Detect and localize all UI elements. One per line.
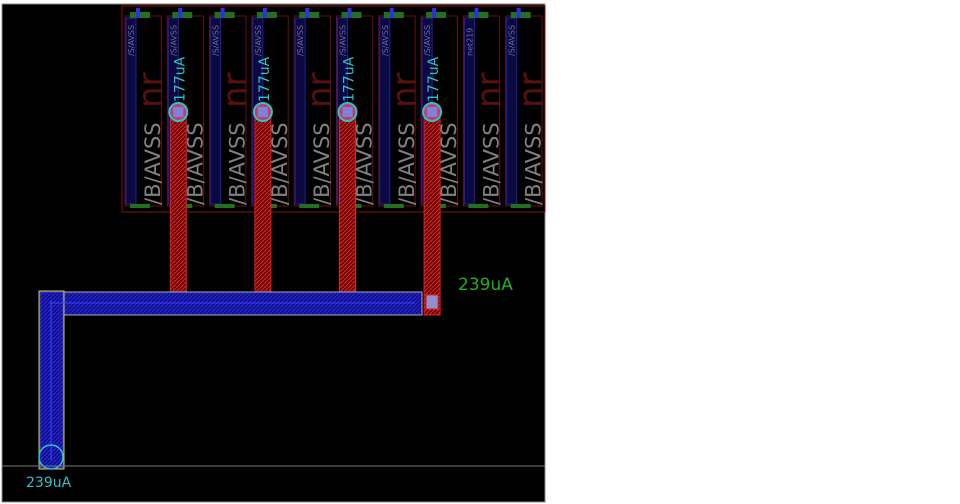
current-label: 177uA (257, 56, 273, 102)
pin-current-label: 239uA (26, 475, 72, 491)
device-column[interactable]: /S/AVSS/B/AVSS nr (293, 8, 340, 208)
via-top (389, 8, 394, 18)
pin-marker[interactable] (38, 444, 64, 470)
device-column[interactable]: /S/AVSS/B/AVSS nr (505, 8, 552, 208)
net-label: /B/AVSS (310, 122, 334, 205)
net-label: /B/AVSS (522, 122, 546, 205)
current-label: 177uA (342, 56, 358, 102)
pin-label: /S/AVSS (339, 25, 348, 56)
via-top (305, 8, 310, 18)
via-top (178, 8, 183, 18)
net-label: /B/AVSS (268, 122, 292, 205)
device-prefix: nr (385, 72, 425, 108)
device-column[interactable]: /S/AVSS/B/AVSS nr (209, 8, 256, 208)
bus-via (425, 294, 439, 310)
bus-current-label: 239uA (458, 275, 513, 295)
array-boundary (121, 5, 546, 213)
metal-strap[interactable]: 177uA (168, 56, 189, 316)
via-top (347, 8, 352, 18)
net-label: /B/AVSS (395, 122, 419, 205)
current-label: 177uA (426, 56, 442, 102)
pin-label: /S/AVSS (423, 25, 432, 56)
via-top (220, 8, 225, 18)
gate-contact-bottom (383, 204, 404, 208)
metal-straps: 177uA 177uA 177uA 177uA (168, 56, 443, 316)
layout-viewport (1, 3, 546, 503)
via-top (432, 8, 437, 18)
pin-label: /S/AVSS (296, 25, 305, 56)
net-label: /B/AVSS (479, 122, 503, 205)
pin-label: net219 (465, 28, 474, 56)
metal-strap[interactable]: 177uA (422, 56, 443, 316)
device-prefix: nr (131, 72, 171, 108)
via-cut (342, 107, 353, 117)
pin-label: /S/AVSS (381, 25, 390, 56)
pin-label: /S/AVSS (254, 25, 263, 56)
via-top (262, 8, 267, 18)
strap-rect (169, 107, 187, 316)
device-prefix: nr (300, 72, 340, 108)
gate-contact-bottom (130, 204, 150, 208)
via-cut (427, 107, 438, 117)
gate-contact-bottom (468, 204, 489, 208)
strap-rect (254, 107, 272, 316)
device-prefix: nr (469, 72, 509, 108)
net-label: /B/AVSS (226, 122, 250, 205)
gate-contact-bottom (510, 204, 531, 208)
net-label: /B/AVSS (353, 122, 377, 205)
strap-rect (339, 107, 356, 316)
via-top (516, 8, 521, 18)
pin-label: /S/AVSS (169, 25, 178, 56)
device-column[interactable]: /S/AVSS/B/AVSS nr (124, 8, 171, 208)
via-top (136, 8, 140, 18)
current-label: 177uA (172, 56, 188, 102)
via-cut (173, 107, 184, 117)
gate-contact-bottom (299, 204, 320, 208)
via-top (474, 8, 479, 18)
device-prefix: nr (512, 72, 552, 108)
device-column[interactable]: /S/AVSS/B/AVSS nr (378, 8, 425, 208)
via-cut (257, 107, 268, 117)
gate-contact-bottom (214, 204, 235, 208)
net-label: /B/AVSS (183, 122, 207, 205)
net-label: /B/AVSS (141, 122, 165, 205)
pin-label: /S/AVSS (508, 25, 517, 56)
pin-label: /S/AVSS (212, 25, 221, 56)
net-label: /B/AVSS (437, 122, 461, 205)
metal-strap[interactable]: 177uA (337, 56, 358, 316)
pin-label: /S/AVSS (127, 25, 136, 56)
device-prefix: nr (216, 72, 256, 108)
device-column[interactable]: net219/B/AVSS nr (462, 8, 509, 208)
strap-rect (423, 107, 441, 316)
metal-strap[interactable]: 177uA (252, 56, 273, 316)
